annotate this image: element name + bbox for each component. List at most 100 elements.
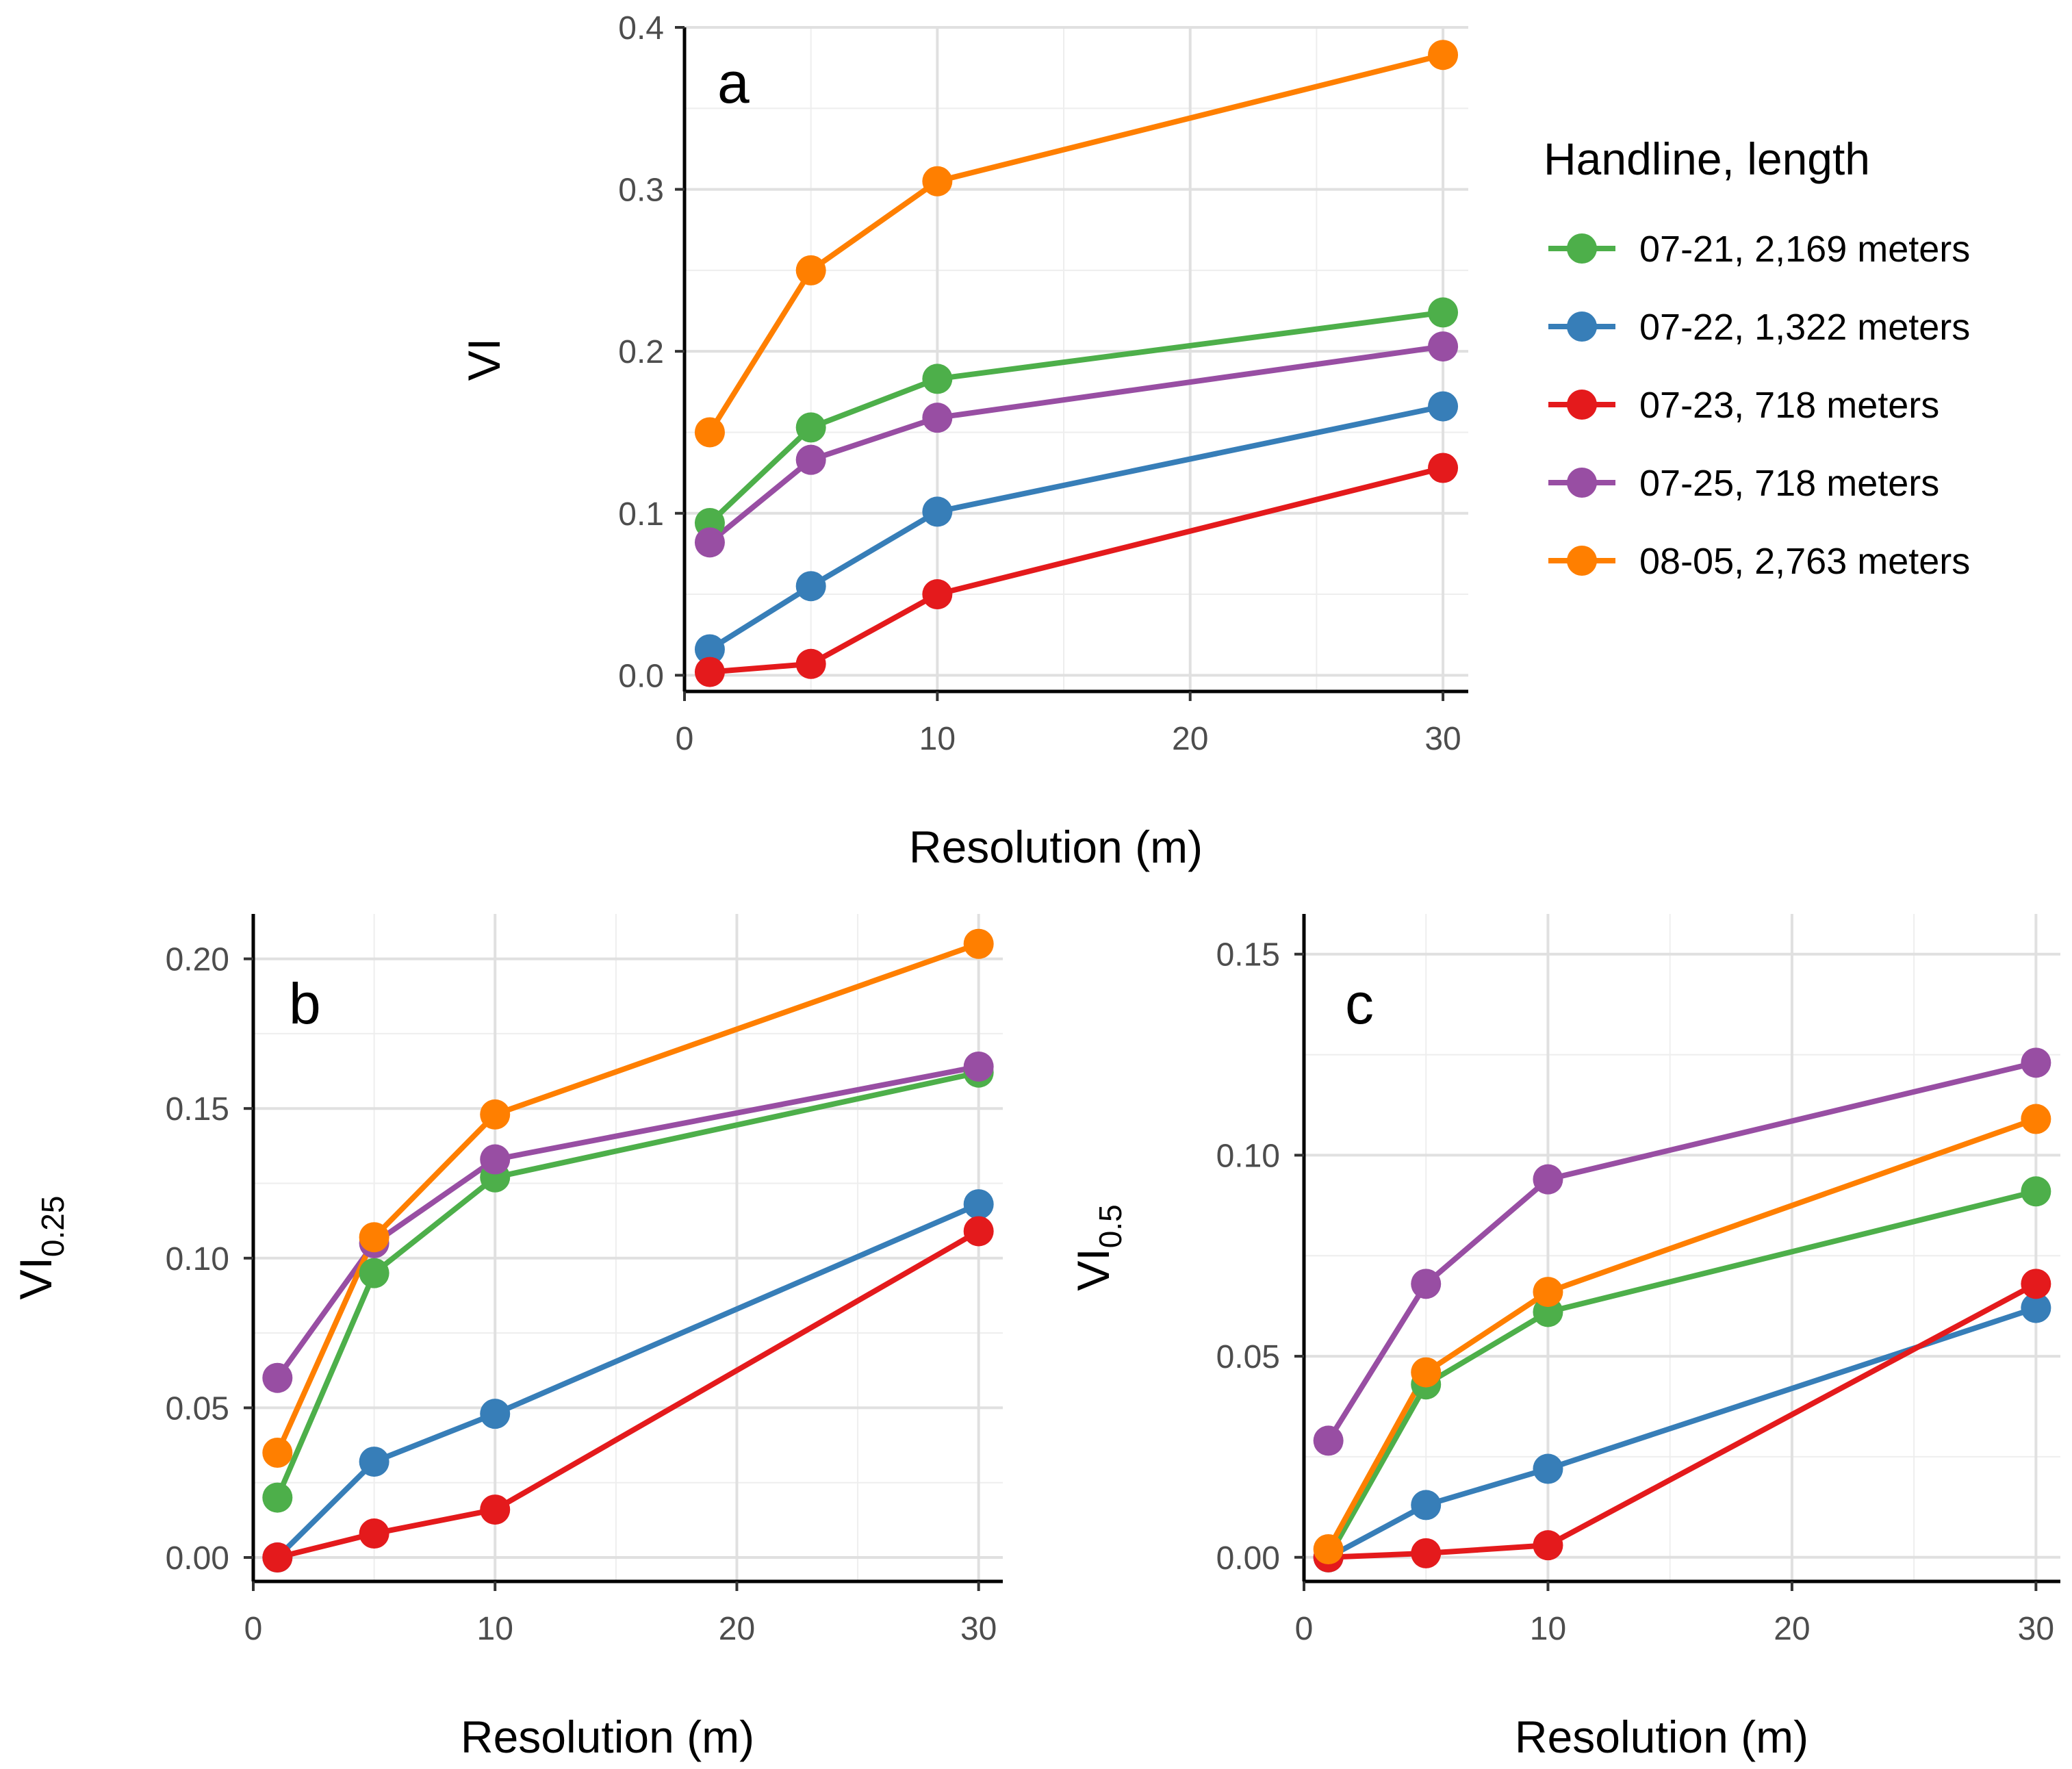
y-axis-title: VI0.25 xyxy=(10,1196,71,1300)
x-tick-label: 20 xyxy=(1774,1611,1810,1647)
y-tick-label: 0.00 xyxy=(166,1540,229,1577)
series-line xyxy=(1326,1060,2037,1442)
data-point xyxy=(262,1482,293,1513)
legend-key-point xyxy=(1567,311,1597,342)
y-axis-title-subscript: 0.5 xyxy=(1092,1204,1128,1248)
data-point xyxy=(359,1518,389,1549)
legend-key-point xyxy=(1567,468,1597,498)
data-point xyxy=(359,1258,389,1288)
data-point xyxy=(359,1222,389,1253)
data-point xyxy=(480,1494,511,1525)
data-point xyxy=(262,1542,293,1573)
legend-label: 07-25, 718 meters xyxy=(1639,463,1939,504)
data-point xyxy=(1428,297,1459,328)
data-point xyxy=(1411,1269,1442,1299)
y-tick-label: 0.1 xyxy=(618,496,664,533)
legend-label: 07-22, 1,322 meters xyxy=(1639,307,1970,348)
x-tick-label: 0 xyxy=(244,1611,263,1647)
y-tick-label: 0.3 xyxy=(618,173,664,209)
x-axis-title: Resolution (m) xyxy=(1515,1711,1808,1762)
y-tick-label: 0.2 xyxy=(618,334,664,370)
panel-b: 0 10 20 30 0.00 0.05 0.10 0.15 0.20 b Resolution (… xyxy=(10,914,1003,1762)
y-tick-label: 0.05 xyxy=(166,1390,229,1427)
y-axis-title-main: VI xyxy=(10,1257,61,1299)
data-point xyxy=(2021,1047,2051,1078)
data-point xyxy=(694,527,725,558)
legend-label: 07-21, 2,169 meters xyxy=(1639,229,1970,270)
data-point xyxy=(2021,1104,2051,1134)
series-line xyxy=(708,309,1444,525)
data-point xyxy=(694,634,725,665)
data-point xyxy=(1533,1277,1563,1308)
data-point xyxy=(1428,40,1459,71)
x-tick-label: 30 xyxy=(1424,721,1461,757)
data-point xyxy=(795,571,826,602)
legend-label: 07-23, 718 meters xyxy=(1639,385,1939,426)
data-point xyxy=(922,364,953,394)
y-tick-label: 0.05 xyxy=(1216,1339,1280,1375)
data-point xyxy=(1533,1530,1563,1561)
data-point xyxy=(963,1189,994,1220)
data-point xyxy=(480,1399,511,1429)
legend-key-point xyxy=(1567,233,1597,264)
data-point xyxy=(963,1051,994,1082)
series-line xyxy=(707,52,1444,434)
y-tick-label: 0.15 xyxy=(166,1091,229,1128)
x-axis-title: Resolution (m) xyxy=(909,822,1203,872)
data-point xyxy=(1313,1425,1344,1456)
data-point xyxy=(922,496,953,527)
data-point xyxy=(2021,1293,2051,1323)
y-axis-title-main: VI xyxy=(1068,1248,1118,1290)
y-axis-title-main: VI xyxy=(459,338,509,381)
series-line xyxy=(275,1201,980,1560)
data-point xyxy=(480,1144,511,1175)
series-line xyxy=(274,941,980,1454)
x-tick-label: 10 xyxy=(919,721,956,757)
series-line xyxy=(1327,1305,2037,1560)
legend-key-point xyxy=(1567,546,1597,576)
series-line xyxy=(709,465,1444,675)
data-point xyxy=(262,1362,293,1393)
x-tick-label: 20 xyxy=(1172,721,1208,757)
data-point xyxy=(1411,1357,1442,1388)
series-line xyxy=(277,1228,980,1560)
panel-letter: b xyxy=(289,971,321,1036)
data-point xyxy=(795,255,826,285)
legend-title: Handline, length xyxy=(1544,133,1870,184)
panel-letter: c xyxy=(1345,971,1374,1036)
x-axis-title: Resolution (m) xyxy=(461,1711,754,1762)
panel-a: 0 10 20 30 0.0 0.1 0.2 0.3 0.4 a Resolution (m) VI xyxy=(459,10,1468,872)
data-point xyxy=(2021,1269,2051,1299)
y-axis-title-subscript: 0.25 xyxy=(35,1196,71,1258)
data-point xyxy=(480,1099,511,1130)
data-point xyxy=(922,166,953,196)
legend: Handline, length 07-21, 2,169 meters 07-22… xyxy=(1544,133,1970,582)
data-point xyxy=(795,444,826,475)
y-tick-label: 0.15 xyxy=(1216,937,1280,973)
y-axis-title: VI0.5 xyxy=(1068,1204,1128,1290)
legend-label: 08-05, 2,763 meters xyxy=(1639,541,1970,582)
data-point xyxy=(795,648,826,679)
data-point xyxy=(1428,331,1459,362)
series-line xyxy=(1328,1281,2038,1560)
series-line xyxy=(275,1064,980,1380)
data-point xyxy=(1411,1538,1442,1568)
series-line xyxy=(1326,1116,2037,1551)
data-point xyxy=(922,403,953,433)
y-axis-title: VI xyxy=(459,338,509,381)
data-point xyxy=(963,1216,994,1247)
x-tick-label: 0 xyxy=(1295,1611,1314,1647)
x-tick-label: 30 xyxy=(960,1611,997,1647)
series-line xyxy=(708,344,1444,545)
y-tick-label: 0.0 xyxy=(618,658,664,694)
y-tick-label: 0.10 xyxy=(166,1241,229,1277)
data-point xyxy=(1411,1490,1442,1520)
data-point xyxy=(1533,1453,1563,1484)
legend-key-point xyxy=(1567,390,1597,420)
panel-c: 0 10 20 30 0.00 0.05 0.10 0.15 c Resolution (m) VI… xyxy=(1068,914,2060,1762)
y-tick-label: 0.20 xyxy=(166,942,229,978)
x-tick-label: 10 xyxy=(477,1611,513,1647)
data-point xyxy=(359,1447,389,1477)
data-point xyxy=(963,928,994,959)
series-line xyxy=(1326,1188,2037,1559)
